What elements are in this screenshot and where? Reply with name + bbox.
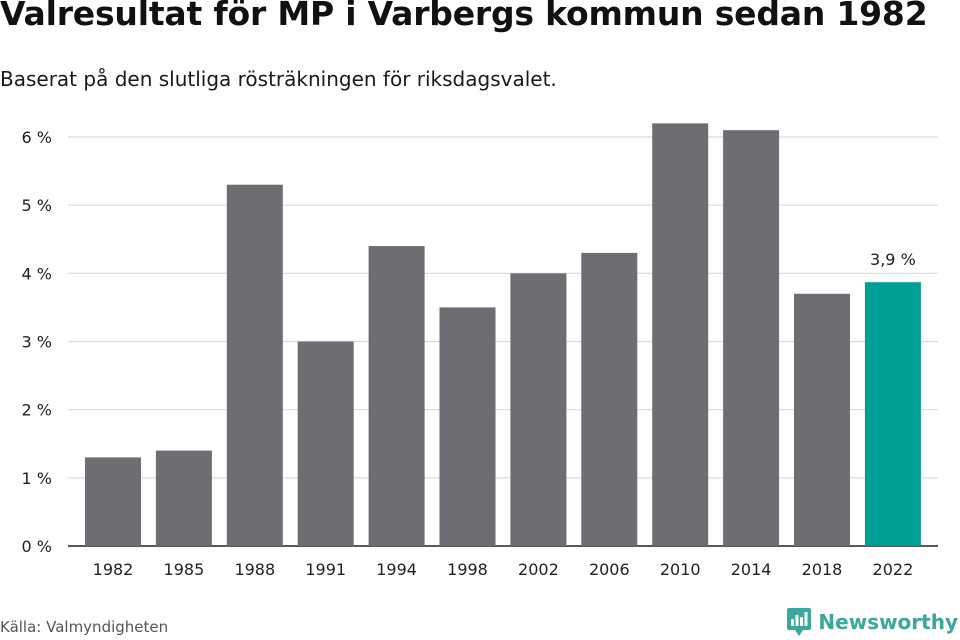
y-tick-label: 2 % <box>22 401 52 420</box>
y-tick-label: 6 % <box>22 128 52 147</box>
bar-2014 <box>723 130 780 546</box>
x-tick-label: 2002 <box>518 560 559 579</box>
x-tick-label: 2018 <box>802 560 843 579</box>
brand-name: Newsworthy <box>818 610 958 634</box>
source-note: Källa: Valmyndigheten <box>0 618 169 636</box>
bar-chart: 0 % 1 % 2 % 3 % 4 % 5 % 6 % 1982 1985 1988 1991 199… <box>22 123 938 579</box>
x-tick-label: 2022 <box>873 560 914 579</box>
y-tick-label: 1 % <box>22 469 52 488</box>
x-tick-label: 1994 <box>376 560 417 579</box>
x-tick-label: 1988 <box>234 560 275 579</box>
bar-1991 <box>297 341 354 546</box>
bar-1985 <box>155 450 212 546</box>
x-tick-label: 1998 <box>447 560 488 579</box>
bar-2010 <box>652 123 709 546</box>
bar-2018 <box>794 293 850 546</box>
data-label: 3,9 % <box>870 250 916 269</box>
chart-title: Valresultat för MP i Varbergs kommun sed… <box>0 0 928 33</box>
bar-2022 <box>864 282 921 546</box>
bar-1994 <box>368 246 425 547</box>
x-tick-label: 2010 <box>660 560 701 579</box>
bar-1982 <box>85 457 141 546</box>
y-tick-label: 4 % <box>22 264 52 283</box>
bar-1988 <box>226 184 283 546</box>
bar-2002 <box>510 273 567 546</box>
y-tick-label: 0 % <box>22 537 52 556</box>
newsworthy-logo-icon <box>787 608 812 636</box>
y-tick-label: 3 % <box>22 333 52 352</box>
x-tick-label: 2014 <box>731 560 772 579</box>
y-tick-label: 5 % <box>22 196 52 215</box>
chart-subtitle: Baserat på den slutliga rösträkningen fö… <box>0 67 557 91</box>
x-tick-label: 1991 <box>305 560 346 579</box>
bar-1998 <box>439 307 496 546</box>
brand-logo: Newsworthy <box>786 607 958 637</box>
bar-2006 <box>581 252 638 546</box>
x-tick-label: 2006 <box>589 560 630 579</box>
x-tick-label: 1982 <box>93 560 134 579</box>
x-tick-label: 1985 <box>164 560 205 579</box>
